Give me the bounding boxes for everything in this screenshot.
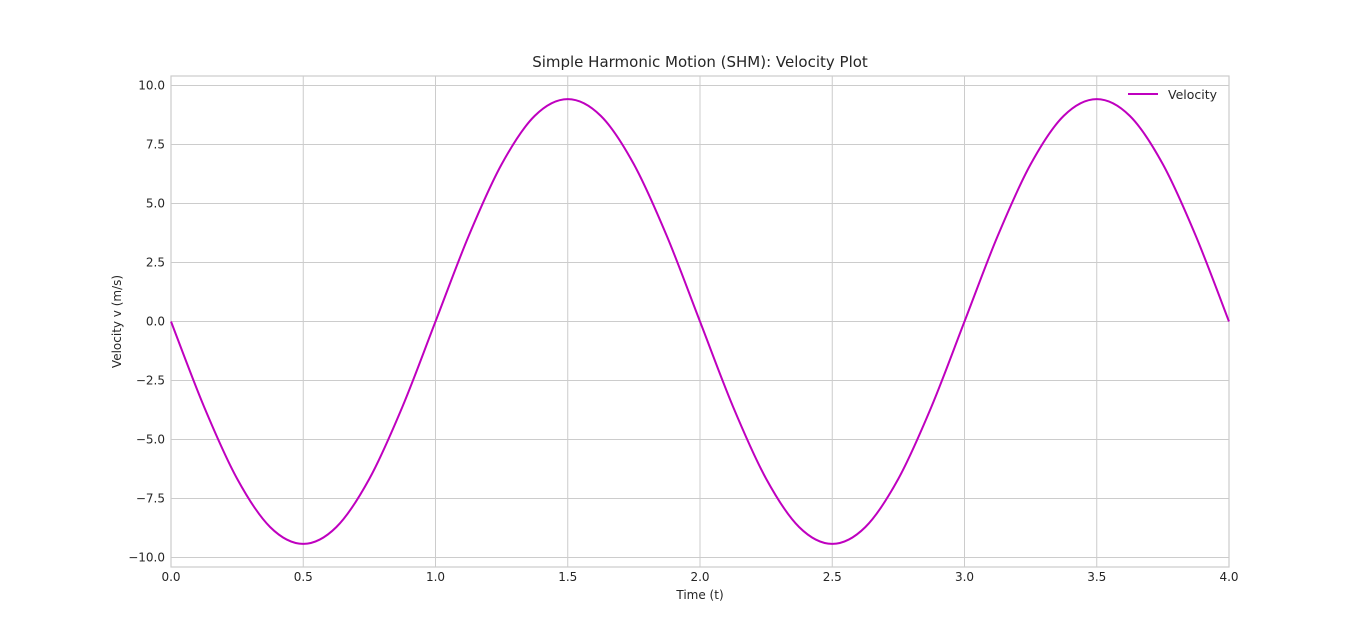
- y-tick-label: 2.5: [146, 255, 165, 269]
- x-axis-label: Time (t): [675, 588, 723, 602]
- x-tick-label: 3.0: [955, 570, 974, 584]
- x-tick-label: 2.5: [823, 570, 842, 584]
- y-tick-label: −2.5: [136, 374, 165, 388]
- x-tick-label: 3.5: [1087, 570, 1106, 584]
- y-tick-label: 0.0: [146, 315, 165, 329]
- x-tick-label: 4.0: [1219, 570, 1238, 584]
- y-tick-label: −7.5: [136, 492, 165, 506]
- y-tick-label: −10.0: [128, 551, 165, 565]
- x-tick-labels: 0.0 0.5 1.0 1.5 2.0 2.5 3.0 3.5 4.0: [161, 570, 1238, 584]
- legend: Velocity: [1128, 87, 1218, 102]
- x-tick-label: 0.5: [294, 570, 313, 584]
- chart-title: Simple Harmonic Motion (SHM): Velocity P…: [532, 53, 868, 71]
- y-tick-label: −5.0: [136, 433, 165, 447]
- series-line-velocity: [170, 98, 1230, 545]
- legend-label-velocity: Velocity: [1168, 87, 1218, 102]
- y-tick-label: 7.5: [146, 137, 165, 151]
- x-tick-label: 0.0: [161, 570, 180, 584]
- x-tick-label: 1.5: [558, 570, 577, 584]
- x-tick-label: 2.0: [690, 570, 709, 584]
- series-layer: [170, 98, 1230, 545]
- x-tick-label: 1.0: [426, 570, 445, 584]
- y-tick-labels: 10.0 7.5 5.0 2.5 0.0 −2.5 −5.0 −7.5 −10.0: [128, 78, 165, 564]
- y-tick-label: 5.0: [146, 196, 165, 210]
- y-tick-label: 10.0: [138, 78, 165, 92]
- y-axis-label: Velocity v (m/s): [110, 275, 124, 368]
